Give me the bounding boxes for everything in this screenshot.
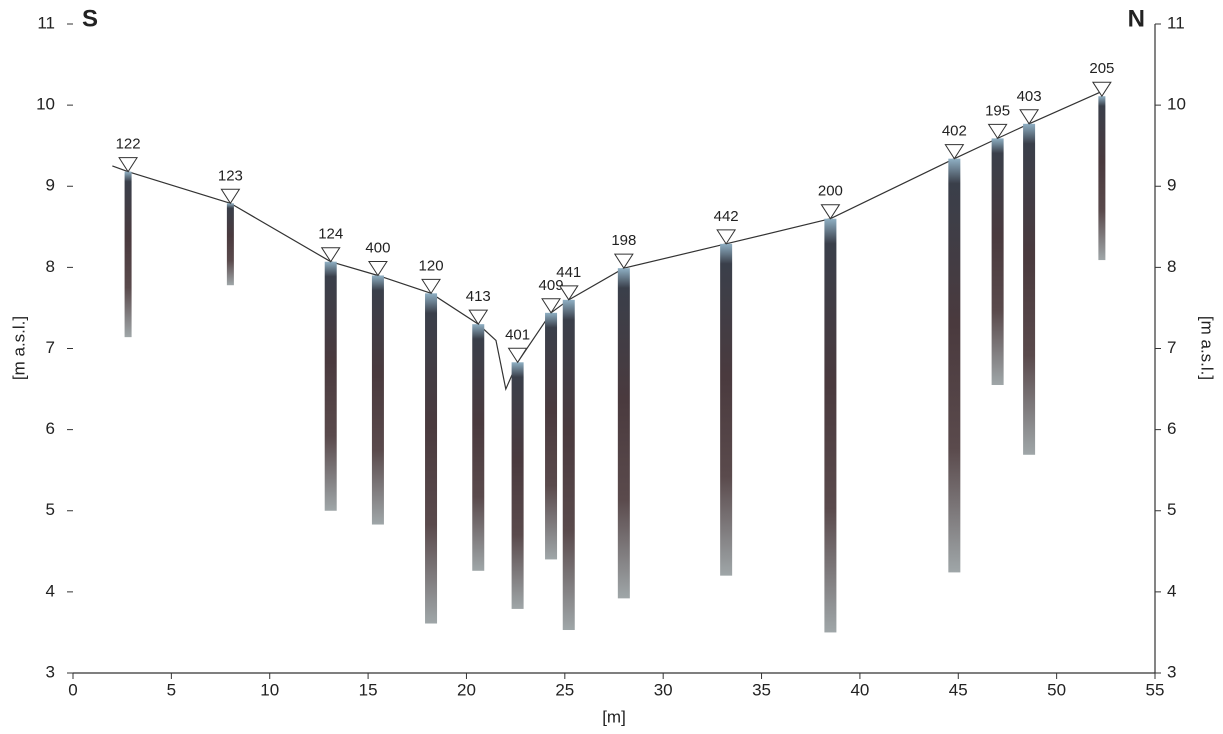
- core-marker: [507, 347, 528, 364]
- core-label: 402: [942, 123, 967, 140]
- core-marker: [468, 309, 489, 326]
- x-tick-label: 55: [1146, 680, 1165, 699]
- y2-tick-label: 7: [1167, 338, 1176, 357]
- y-tick-label: 11: [37, 13, 55, 32]
- y2-tick-label: 6: [1167, 419, 1176, 438]
- core: [226, 203, 234, 286]
- core-marker: [368, 260, 388, 277]
- core-marker: [118, 157, 138, 173]
- x-tick-label: 45: [949, 680, 968, 699]
- y2-tick-label: 4: [1167, 581, 1176, 600]
- y-axis-label: [m a.s.l.]: [9, 316, 28, 380]
- core-marker: [716, 229, 737, 245]
- core: [425, 293, 438, 624]
- core: [720, 243, 733, 576]
- core-label: 409: [539, 277, 564, 294]
- y-tick-label: 6: [46, 419, 55, 438]
- core: [824, 218, 837, 633]
- y2-tick-label: 9: [1167, 176, 1176, 195]
- x-tick-label: 40: [850, 680, 869, 699]
- y2-axis-label: [m a.s.l.]: [1198, 316, 1217, 380]
- core: [562, 299, 575, 631]
- core: [617, 268, 630, 599]
- core: [472, 324, 485, 571]
- y2-tick-label: 5: [1167, 500, 1176, 519]
- core-label: 441: [556, 264, 581, 281]
- core: [1023, 123, 1036, 455]
- x-tick-label: 10: [260, 680, 279, 699]
- core-label: 400: [365, 239, 390, 256]
- y2-tick-label: 10: [1167, 95, 1186, 114]
- y-tick-label: 7: [46, 338, 55, 357]
- core-label: 124: [318, 226, 343, 243]
- y2-tick-label: 8: [1167, 257, 1176, 276]
- y2-tick-label: 3: [1167, 662, 1176, 681]
- x-tick-label: 0: [68, 680, 77, 699]
- core-label: 442: [714, 208, 739, 225]
- core-label: 413: [466, 288, 491, 305]
- y-tick-label: 3: [46, 662, 55, 681]
- core-label: 123: [218, 167, 243, 184]
- core-marker: [220, 188, 241, 205]
- core-label: 120: [419, 257, 444, 274]
- y-tick-label: 9: [46, 176, 55, 195]
- y2-tick-label: 11: [1167, 13, 1185, 32]
- x-tick-label: 5: [167, 680, 176, 699]
- core-label: 195: [985, 102, 1010, 119]
- core-marker: [613, 253, 634, 270]
- core-label: 205: [1089, 60, 1114, 77]
- core-label: 403: [1017, 88, 1042, 105]
- core: [324, 261, 337, 511]
- x-tick-label: 35: [752, 680, 771, 699]
- core-marker: [944, 144, 965, 160]
- x-tick-label: 30: [654, 680, 673, 699]
- x-tick-label: 15: [359, 680, 378, 699]
- core: [124, 171, 132, 338]
- x-tick-label: 20: [457, 680, 476, 699]
- core: [991, 138, 1004, 386]
- core: [948, 158, 961, 573]
- core-marker: [558, 285, 579, 301]
- right-label: N: [1128, 5, 1145, 32]
- y-tick-label: 8: [46, 257, 55, 276]
- y-tick-label: 10: [36, 95, 55, 114]
- core-label: 122: [116, 136, 141, 153]
- core: [1098, 96, 1106, 261]
- core-label: 200: [818, 183, 843, 200]
- core: [545, 312, 558, 560]
- core-marker: [1091, 81, 1112, 98]
- core-label: 401: [505, 326, 530, 343]
- left-label: S: [82, 5, 98, 32]
- core-label: 198: [611, 232, 636, 249]
- core-marker: [1019, 109, 1040, 125]
- core-marker: [320, 247, 341, 263]
- x-tick-label: 50: [1047, 680, 1066, 699]
- y-tick-label: 5: [46, 500, 55, 519]
- core: [371, 275, 384, 525]
- core-marker: [421, 278, 441, 295]
- y-tick-label: 4: [46, 581, 55, 600]
- core-marker: [541, 298, 561, 314]
- core-marker: [987, 123, 1008, 140]
- x-tick-label: 25: [555, 680, 574, 699]
- core-marker: [820, 204, 841, 220]
- x-axis-label: [m]: [602, 707, 626, 726]
- core: [511, 362, 524, 609]
